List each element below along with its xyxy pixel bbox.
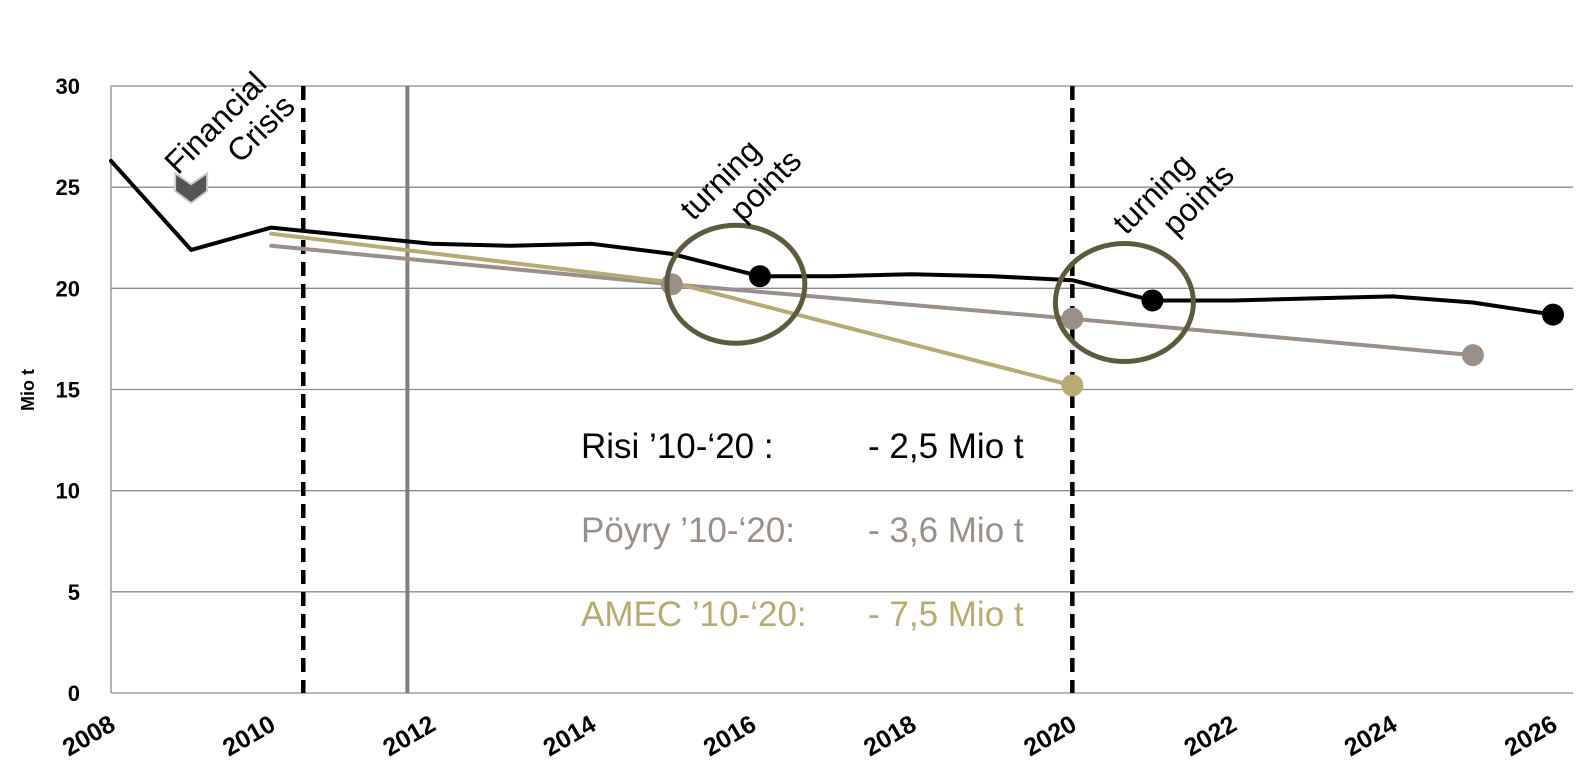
turning-point-circle [664,222,808,346]
x-tick-label: 2010 [218,710,280,762]
y-tick-label: 15 [56,378,80,403]
x-tick-label: 2020 [1019,710,1081,762]
y-tick-label: 25 [56,175,80,200]
turning-point-circles [664,222,1196,364]
legend-label: AMEC ’10-‘20: [581,595,807,634]
series-line-risi [109,158,1555,317]
chevron-down-icon [174,171,209,205]
legend: Risi ’10-‘20 : - 2,5 Mio t Pöyry ’10-‘20: -… [581,427,1024,634]
x-tick-label: 2024 [1340,710,1402,762]
x-tick-label: 2018 [859,710,921,762]
x-tick-label: 2012 [378,710,440,762]
legend-value: - 2,5 Mio t [868,427,1024,466]
x-tick-label: 2026 [1500,710,1562,762]
y-tick-label: 10 [56,479,80,504]
y-tick-label: 5 [68,580,80,605]
y-tick-label: 20 [56,276,80,301]
y-tick-label: 0 [68,681,80,706]
y-axis-label: Mio t [18,369,38,411]
data-point-marker [660,273,683,296]
legend-value: - 3,6 Mio t [868,511,1024,550]
data-series [109,158,1564,397]
data-point-marker [1141,289,1164,312]
y-axis-ticks: 0 5 10 15 20 25 30 [56,74,80,706]
data-point-marker [1061,307,1084,330]
x-tick-label: 2014 [538,710,600,762]
gridlines [110,85,1573,694]
data-point-marker [1061,374,1084,397]
annotation-text: turningpoints [673,117,808,252]
legend-label: Risi ’10-‘20 : [581,427,774,466]
series-line-pyry [269,243,1475,358]
x-tick-label: 2008 [58,710,120,762]
data-point-marker [748,265,771,288]
x-tick-label: 2016 [699,710,761,762]
legend-label: Pöyry ’10-‘20: [581,511,795,550]
turning-point-circle [1052,240,1196,364]
x-axis-ticks: 2008 2010 2012 2014 2016 2018 2020 2022 2024 2026 [58,710,1562,762]
x-tick-label: 2022 [1179,710,1241,762]
data-point-marker [1542,303,1564,326]
vertical-reference-lines [301,86,1075,693]
data-point-marker [1461,344,1484,367]
y-tick-label: 30 [56,74,80,99]
legend-value: - 7,5 Mio t [868,595,1024,634]
